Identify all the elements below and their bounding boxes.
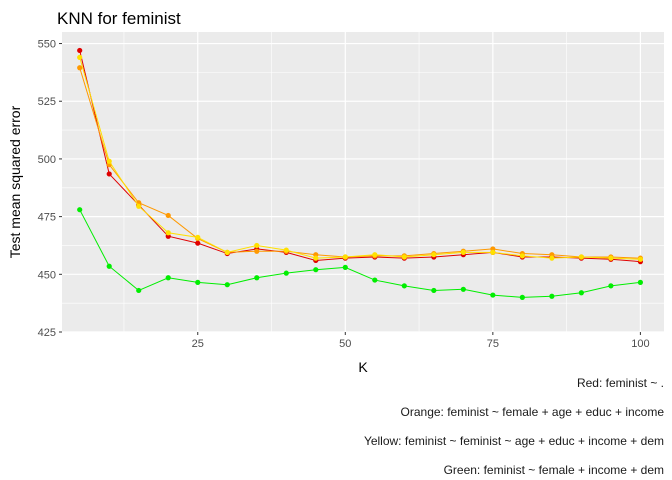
series-point-1 bbox=[77, 65, 83, 71]
series-point-2 bbox=[490, 249, 496, 255]
series-point-3 bbox=[460, 286, 466, 292]
y-tick-label: 500 bbox=[38, 154, 56, 166]
series-point-3 bbox=[372, 277, 378, 283]
series-point-2 bbox=[224, 249, 230, 255]
series-point-3 bbox=[313, 267, 319, 273]
series-point-3 bbox=[106, 263, 112, 269]
series-point-2 bbox=[342, 254, 348, 260]
caption-orange: Orange: feminist ~ female + age + educ +… bbox=[400, 405, 664, 419]
series-point-2 bbox=[578, 254, 584, 260]
plot-panel bbox=[62, 32, 664, 332]
y-tick-label: 475 bbox=[38, 212, 56, 224]
series-point-3 bbox=[401, 283, 407, 289]
caption-green: Green: feminist ~ female + income + dem bbox=[443, 463, 664, 477]
series-point-3 bbox=[549, 293, 555, 299]
series-point-2 bbox=[77, 54, 83, 60]
series-point-2 bbox=[401, 254, 407, 260]
series-point-3 bbox=[637, 279, 643, 285]
caption-red: Red: feminist ~ . bbox=[576, 376, 664, 390]
series-point-2 bbox=[165, 230, 171, 236]
series-point-2 bbox=[637, 256, 643, 262]
series-point-2 bbox=[549, 255, 555, 261]
series-line-2 bbox=[79, 57, 641, 260]
y-tick-label: 450 bbox=[38, 269, 56, 281]
series-point-3 bbox=[578, 290, 584, 296]
series-point-2 bbox=[106, 158, 112, 164]
series-point-2 bbox=[136, 203, 142, 209]
series-point-3 bbox=[136, 287, 142, 294]
series-line-3 bbox=[79, 209, 641, 298]
series-point-2 bbox=[195, 234, 201, 240]
series-point-3 bbox=[77, 207, 83, 213]
axis-ticks: 425 450 475 500 525 550 25 50 75 100 bbox=[38, 39, 650, 350]
caption-yellow: Yellow: feminist ~ feminist ~ age + educ… bbox=[363, 434, 664, 448]
series-point-1 bbox=[254, 248, 260, 254]
y-tick-label: 525 bbox=[38, 96, 56, 108]
series-point-2 bbox=[283, 247, 289, 253]
series-point-2 bbox=[608, 255, 614, 261]
x-axis-label: K bbox=[358, 359, 368, 375]
series-point-0 bbox=[106, 171, 112, 177]
series-point-3 bbox=[490, 292, 496, 298]
x-tick-label: 75 bbox=[487, 338, 499, 350]
series-line-1 bbox=[79, 67, 641, 259]
series-point-0 bbox=[77, 47, 83, 54]
series-point-2 bbox=[254, 242, 260, 249]
series-point-3 bbox=[165, 275, 171, 281]
series-point-3 bbox=[519, 294, 525, 300]
series-point-3 bbox=[195, 279, 201, 285]
chart-title: KNN for feminist bbox=[57, 9, 181, 28]
series-point-3 bbox=[431, 287, 437, 294]
series-point-1 bbox=[165, 212, 171, 219]
series-point-3 bbox=[283, 270, 289, 276]
series-point-3 bbox=[608, 283, 614, 289]
series-point-3 bbox=[224, 282, 230, 288]
series-point-0 bbox=[195, 240, 201, 246]
series-point-3 bbox=[254, 275, 260, 281]
x-tick-label: 25 bbox=[192, 338, 204, 350]
series-point-2 bbox=[460, 249, 466, 255]
x-tick-label: 50 bbox=[339, 338, 351, 350]
y-axis-label: Test mean squared error bbox=[7, 105, 23, 258]
series-line-0 bbox=[79, 50, 641, 263]
x-tick-label: 100 bbox=[631, 338, 649, 350]
y-tick-label: 550 bbox=[38, 39, 56, 51]
series-point-2 bbox=[519, 253, 525, 259]
series-point-2 bbox=[313, 255, 319, 261]
grid-lines bbox=[62, 32, 664, 333]
series-point-3 bbox=[342, 264, 348, 270]
series-point-2 bbox=[431, 252, 437, 258]
series-point-2 bbox=[372, 252, 378, 258]
series-layer bbox=[77, 47, 643, 300]
y-tick-label: 425 bbox=[38, 327, 56, 339]
knn-line-chart: KNN for feminist 425 450 475 500 525 550 25 50 7… bbox=[7, 9, 664, 375]
